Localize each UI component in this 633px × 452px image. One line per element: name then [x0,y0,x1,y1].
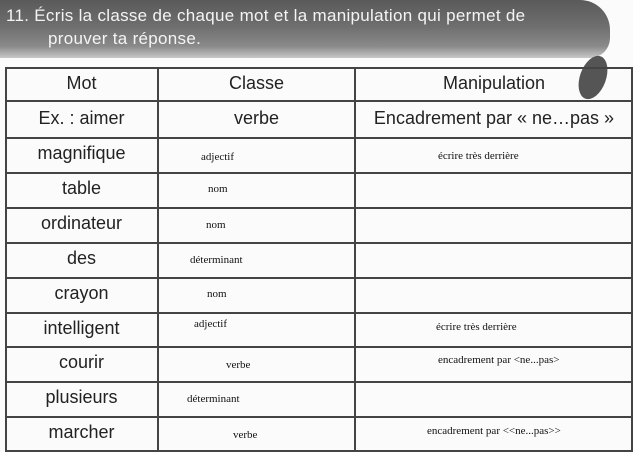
classe-answer[interactable]: verbe [233,429,258,441]
manipulation-answer[interactable]: encadrement par <<ne...pas>> [427,425,561,437]
classe-answer[interactable]: nom [207,288,227,300]
classe-answer[interactable]: déterminant [190,254,243,266]
word-cell: marcher [48,422,115,442]
header-mot: Mot [66,73,97,93]
word-cell: plusieurs [45,387,118,407]
classe-answer[interactable]: verbe [226,359,251,371]
word-cell: table [61,178,102,198]
example-mot: Ex. : aimer [38,108,125,128]
classe-answer[interactable]: nom [208,183,228,195]
word-cell: ordinateur [40,213,123,233]
manipulation-answer[interactable]: écrire très derrière [436,321,517,333]
classe-answer[interactable]: adjectif [194,318,227,330]
word-cell: courir [58,352,104,372]
classe-answer[interactable]: déterminant [187,393,240,405]
word-cell: magnifique [37,143,126,163]
instruction-line-2: prouver ta réponse. [48,29,202,48]
classe-answer[interactable]: adjectif [201,151,234,163]
instruction-line-1: 11. Écris la classe de chaque mot et la … [6,6,526,25]
header-classe: Classe [228,73,285,93]
example-classe: verbe [233,108,280,128]
word-cell: crayon [54,283,109,303]
example-manipulation: Encadrement par « ne…pas » [373,108,615,128]
instruction-banner: 11. Écris la classe de chaque mot et la … [0,0,610,58]
word-cell: des [66,248,97,268]
header-manipulation: Manipulation [442,73,546,93]
manipulation-answer[interactable]: encadrement par <ne...pas> [438,354,560,366]
classe-answer[interactable]: nom [206,219,226,231]
manipulation-answer[interactable]: écrire très derrière [438,150,519,162]
word-cell: intelligent [43,318,120,338]
